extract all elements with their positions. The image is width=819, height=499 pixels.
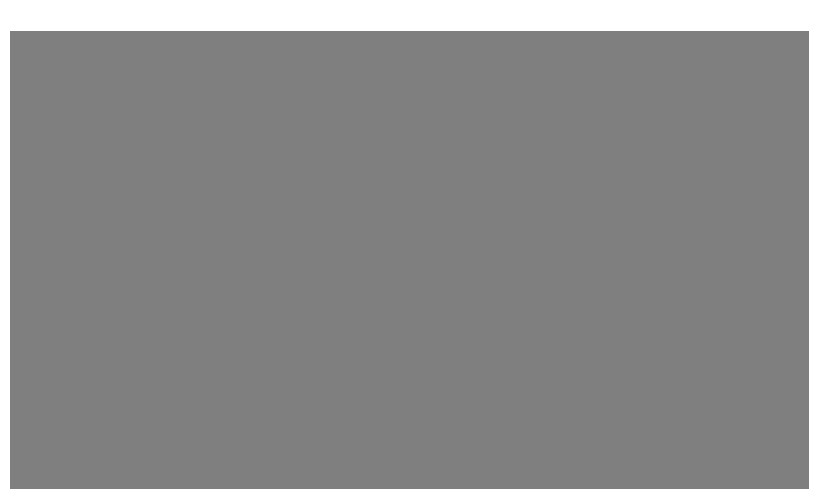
word-cloud-background [10,31,809,489]
